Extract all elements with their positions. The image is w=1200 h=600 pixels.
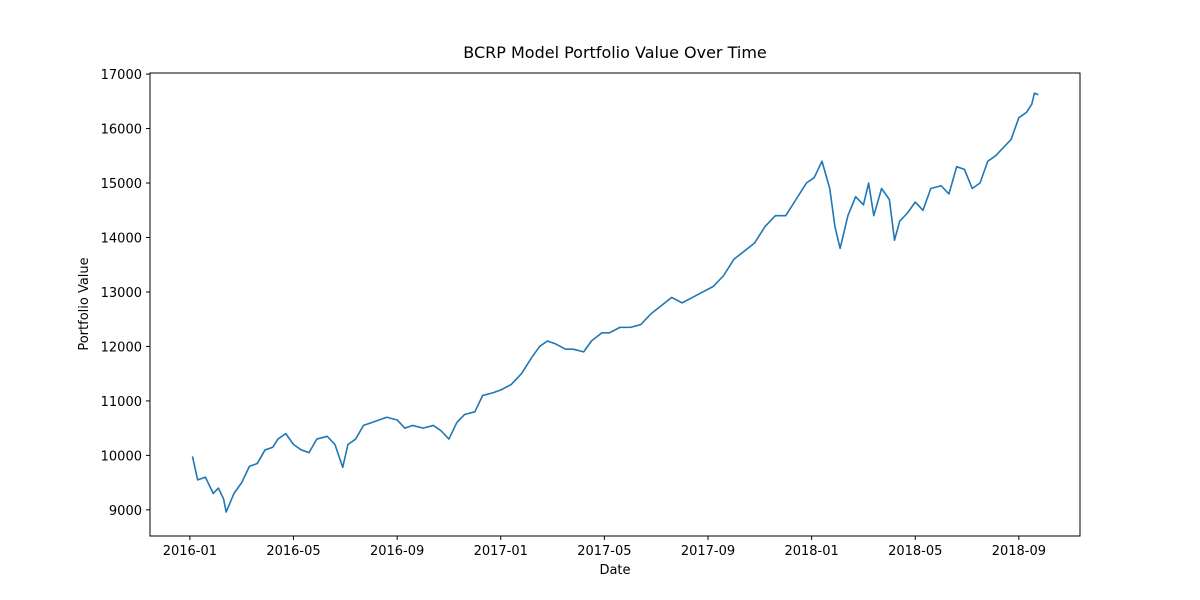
x-tick-label: 2016-01 <box>163 544 217 559</box>
y-tick-label: 13000 <box>101 286 142 301</box>
chart-title: BCRP Model Portfolio Value Over Time <box>463 43 767 62</box>
y-tick-label: 10000 <box>101 449 142 464</box>
x-axis-label: Date <box>599 563 630 578</box>
y-tick-label: 9000 <box>109 504 142 519</box>
y-tick-label: 16000 <box>101 123 142 138</box>
x-tick-label: 2018-09 <box>992 544 1046 559</box>
x-tick-label: 2018-05 <box>888 544 942 559</box>
x-tick-label: 2018-01 <box>784 544 838 559</box>
x-tick-label: 2016-05 <box>266 544 320 559</box>
x-tick-label: 2016-09 <box>370 544 424 559</box>
y-axis-label: Portfolio Value <box>77 257 92 350</box>
line-series <box>191 92 1039 513</box>
y-tick-label: 17000 <box>101 68 142 83</box>
y-tick-label: 11000 <box>101 395 142 410</box>
y-tick-label: 14000 <box>101 232 142 247</box>
y-tick-label: 12000 <box>101 340 142 355</box>
plot-frame <box>149 72 1081 537</box>
y-tick-label: 15000 <box>101 177 142 192</box>
x-tick-label: 2017-09 <box>681 544 735 559</box>
x-tick-label: 2017-01 <box>474 544 528 559</box>
x-tick-label: 2017-05 <box>577 544 631 559</box>
